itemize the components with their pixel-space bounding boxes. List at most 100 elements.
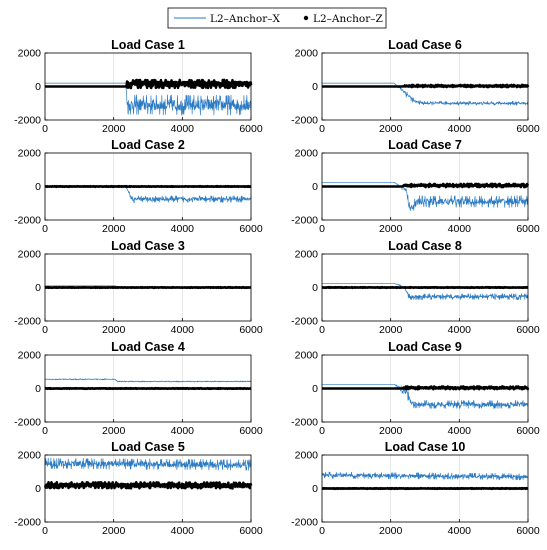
y-tick-label: -2000 — [14, 417, 41, 429]
x-tick-label: 0 — [319, 223, 325, 235]
series-anchor-x — [321, 282, 529, 300]
x-tick-label: 6000 — [516, 324, 540, 336]
series-anchor-x — [44, 378, 252, 383]
y-tick-label: -2000 — [291, 316, 318, 328]
series-anchor-z — [320, 285, 530, 290]
series-anchor-z — [43, 285, 253, 290]
y-tick-label: 0 — [312, 181, 318, 193]
y-tick-label: -2000 — [291, 517, 318, 529]
x-tick-label: 0 — [319, 123, 325, 135]
series-anchor-z — [320, 182, 530, 189]
y-tick-label: 0 — [35, 282, 41, 294]
x-tick-label: 2000 — [102, 223, 126, 235]
panel-title: Load Case 3 — [111, 239, 185, 253]
y-tick-label: 2000 — [18, 249, 42, 261]
y-tick-label: 2000 — [295, 48, 319, 60]
y-tick-label: 0 — [312, 282, 318, 294]
x-tick-label: 4000 — [448, 425, 472, 437]
y-tick-label: 2000 — [295, 249, 319, 261]
x-tick-label: 4000 — [171, 324, 195, 336]
y-tick-label: -2000 — [14, 115, 41, 127]
x-tick-label: 0 — [42, 425, 48, 437]
panel-title: Load Case 4 — [111, 340, 185, 354]
panel-title: Load Case 8 — [388, 239, 462, 253]
x-tick-label: 6000 — [516, 123, 540, 135]
x-tick-label: 0 — [42, 123, 48, 135]
x-tick-label: 6000 — [239, 123, 263, 135]
y-tick-label: -2000 — [14, 215, 41, 227]
series-anchor-x — [44, 82, 252, 116]
panel-title: Load Case 2 — [111, 138, 185, 152]
legend-dot-swatch — [303, 15, 309, 21]
y-tick-label: -2000 — [14, 316, 41, 328]
panel-title: Load Case 1 — [111, 38, 185, 52]
y-tick-label: 0 — [35, 383, 41, 395]
legend: L2–Anchor–X L2–Anchor–Z — [167, 7, 387, 29]
y-tick-label: 2000 — [18, 350, 42, 362]
x-tick-label: 2000 — [379, 425, 403, 437]
series-anchor-x — [321, 181, 529, 211]
y-tick-label: 0 — [35, 483, 41, 495]
series-anchor-x — [44, 186, 252, 204]
series-anchor-x — [321, 471, 529, 481]
x-tick-label: 4000 — [171, 123, 195, 135]
y-tick-label: 0 — [35, 181, 41, 193]
x-tick-label: 4000 — [171, 525, 195, 537]
y-tick-label: 0 — [312, 81, 318, 93]
y-tick-label: 0 — [35, 81, 41, 93]
x-tick-label: 0 — [319, 425, 325, 437]
x-tick-label: 2000 — [102, 123, 126, 135]
series-anchor-x — [44, 457, 252, 471]
series-anchor-x — [321, 383, 529, 409]
panel-title: Load Case 6 — [388, 38, 462, 52]
x-tick-label: 0 — [319, 324, 325, 336]
x-tick-label: 6000 — [516, 425, 540, 437]
panel-title: Load Case 10 — [385, 440, 466, 454]
series-anchor-z — [43, 184, 253, 189]
legend-label-x: L2–Anchor–X — [210, 13, 280, 25]
panel-title: Load Case 5 — [111, 440, 185, 454]
y-tick-label: -2000 — [291, 215, 318, 227]
x-tick-label: 6000 — [239, 324, 263, 336]
y-tick-label: -2000 — [291, 115, 318, 127]
x-tick-label: 6000 — [516, 525, 540, 537]
panel-title: Load Case 9 — [388, 340, 462, 354]
y-tick-label: 0 — [312, 483, 318, 495]
x-tick-label: 0 — [319, 525, 325, 537]
x-tick-label: 6000 — [516, 223, 540, 235]
x-tick-label: 2000 — [379, 324, 403, 336]
x-tick-label: 6000 — [239, 525, 263, 537]
y-tick-label: 2000 — [18, 48, 42, 60]
series-anchor-z — [43, 78, 253, 90]
x-tick-label: 0 — [42, 324, 48, 336]
x-tick-label: 2000 — [379, 525, 403, 537]
y-tick-label: -2000 — [291, 417, 318, 429]
x-tick-label: 4000 — [171, 223, 195, 235]
series-anchor-z — [320, 385, 530, 391]
x-tick-label: 4000 — [171, 425, 195, 437]
y-tick-label: 2000 — [295, 450, 319, 462]
x-tick-label: 0 — [42, 525, 48, 537]
y-tick-label: -2000 — [14, 517, 41, 529]
y-tick-label: 0 — [312, 383, 318, 395]
x-tick-label: 6000 — [239, 223, 263, 235]
series-anchor-z — [43, 386, 253, 391]
x-tick-label: 2000 — [379, 223, 403, 235]
x-tick-label: 2000 — [102, 525, 126, 537]
x-tick-label: 2000 — [379, 123, 403, 135]
y-tick-label: 2000 — [295, 148, 319, 160]
y-tick-label: 2000 — [18, 148, 42, 160]
x-tick-label: 4000 — [448, 223, 472, 235]
legend-box — [167, 7, 387, 29]
panel-title: Load Case 7 — [388, 138, 462, 152]
